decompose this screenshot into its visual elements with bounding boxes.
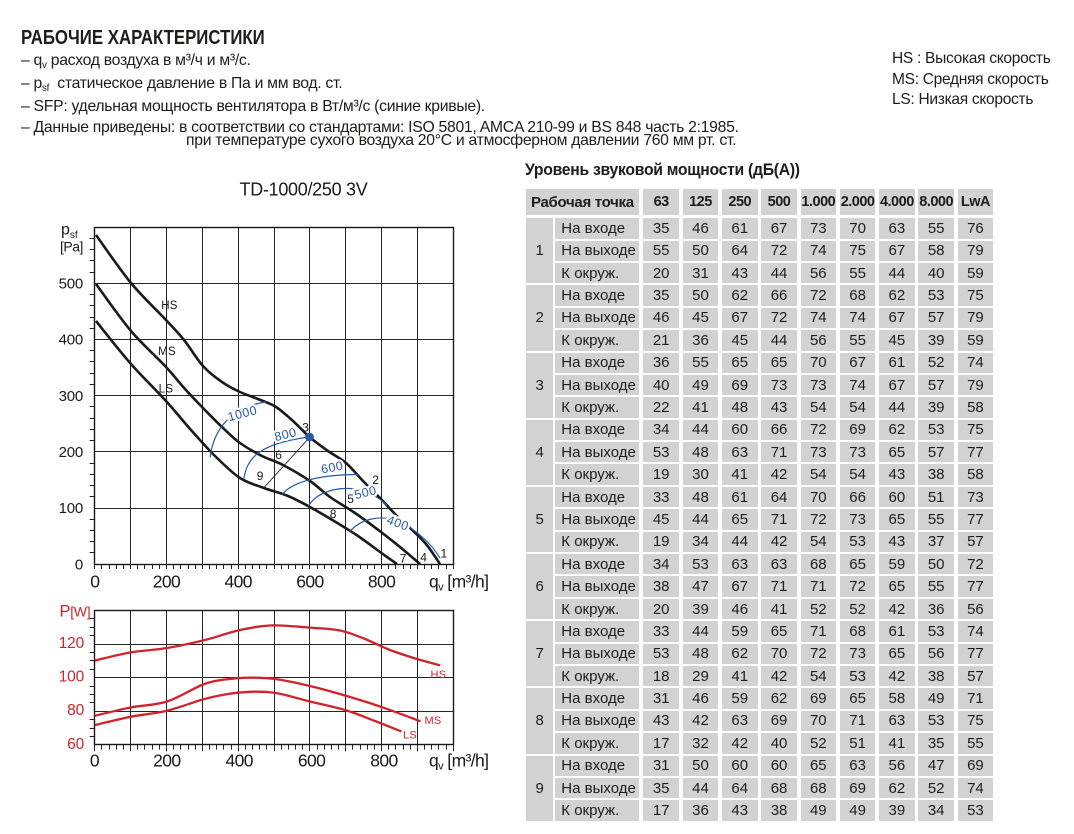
svg-text:400: 400 (59, 332, 83, 349)
svg-text:600: 600 (320, 459, 345, 477)
svg-text:LS: LS (403, 730, 417, 742)
svg-text:80: 80 (67, 702, 84, 719)
svg-text:300: 300 (59, 388, 83, 405)
svg-text:1000: 1000 (226, 403, 258, 424)
svg-text:400: 400 (385, 513, 411, 534)
svg-text:100: 100 (59, 669, 85, 686)
svg-text:P[W]: P[W] (60, 603, 91, 621)
svg-text:9: 9 (257, 469, 264, 483)
svg-text:600: 600 (298, 751, 326, 771)
svg-text:200: 200 (59, 444, 83, 461)
svg-text:6: 6 (275, 448, 282, 462)
svg-text:1: 1 (440, 547, 447, 561)
svg-text:400: 400 (224, 572, 252, 592)
svg-text:7: 7 (400, 552, 407, 566)
svg-text:LS: LS (159, 384, 174, 396)
svg-text:MS: MS (158, 346, 176, 358)
svg-text:600: 600 (296, 572, 324, 592)
svg-text:3: 3 (302, 421, 309, 435)
svg-text:TD-1000/250 3V: TD-1000/250 3V (240, 180, 368, 200)
svg-text:400: 400 (225, 751, 253, 771)
svg-text:8: 8 (330, 507, 337, 521)
svg-text:MS: MS (424, 715, 441, 727)
svg-text:800: 800 (273, 425, 298, 444)
svg-text:800: 800 (370, 751, 398, 771)
svg-text:200: 200 (153, 751, 181, 771)
svg-text:2: 2 (372, 473, 379, 487)
svg-text:0: 0 (90, 572, 100, 592)
svg-text:500: 500 (59, 276, 83, 293)
svg-text:800: 800 (368, 572, 396, 592)
svg-text:0: 0 (90, 751, 100, 771)
svg-text:5: 5 (347, 492, 354, 506)
svg-text:HS: HS (431, 669, 447, 681)
svg-text:HS: HS (161, 300, 178, 312)
svg-text:qv [m³/h]: qv [m³/h] (429, 572, 488, 594)
svg-text:[Pa]: [Pa] (60, 239, 83, 255)
svg-text:200: 200 (153, 572, 181, 592)
svg-text:100: 100 (59, 500, 83, 517)
svg-text:60: 60 (67, 736, 84, 753)
svg-text:4: 4 (420, 551, 427, 565)
svg-text:qv [m³/h]: qv [m³/h] (429, 751, 488, 773)
svg-text:120: 120 (59, 635, 85, 652)
svg-text:0: 0 (75, 556, 83, 573)
